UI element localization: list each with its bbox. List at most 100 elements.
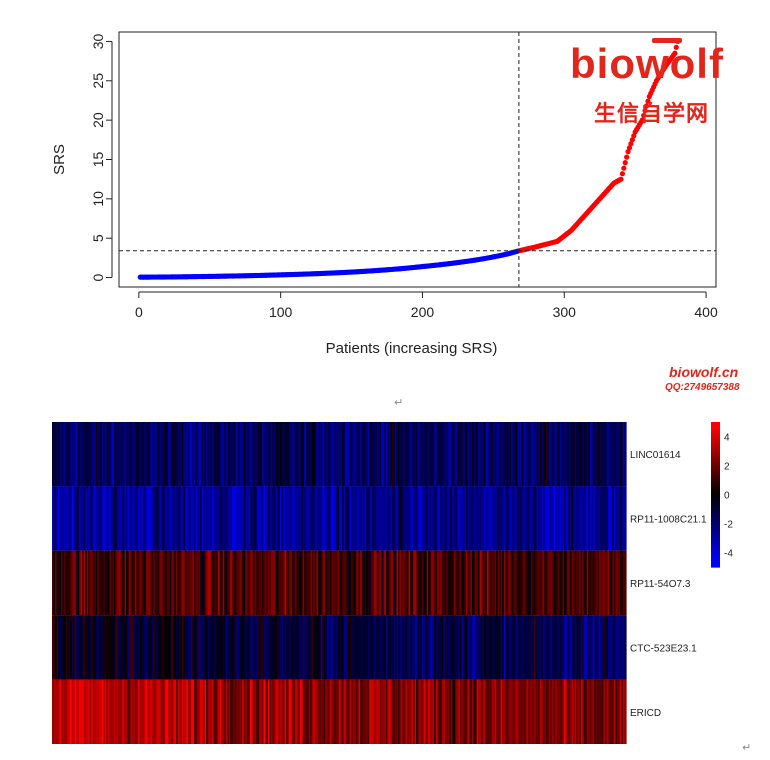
- heatmap-cell: [278, 679, 281, 744]
- heatmap-cell: [573, 486, 576, 551]
- heatmap-cell: [177, 486, 180, 551]
- heatmap-cell: [550, 422, 553, 487]
- heatmap-cell: [428, 550, 431, 616]
- heatmap-cell: [514, 422, 517, 487]
- heatmap-cell: [494, 615, 497, 680]
- heatmap-cell: [349, 486, 352, 551]
- heatmap-cell: [263, 422, 266, 487]
- heatmap-cell: [588, 486, 591, 551]
- heatmap-cell: [497, 615, 500, 680]
- heatmap-cell: [116, 679, 120, 744]
- heatmap-cell: [286, 550, 289, 616]
- heatmap-cell: [316, 486, 319, 551]
- heatmap-cell: [417, 615, 420, 680]
- heatmap-cell: [532, 679, 535, 744]
- heatmap-cell: [443, 615, 446, 680]
- heatmap-cell: [512, 550, 515, 616]
- heatmap-cell: [121, 679, 124, 744]
- heatmap-cell: [124, 615, 127, 680]
- heatmap-cell: [254, 615, 257, 680]
- heatmap-cell: [252, 486, 256, 551]
- heatmap-cell: [574, 615, 577, 680]
- heatmap-cell: [284, 422, 287, 487]
- heatmap-cell: [162, 679, 165, 744]
- heatmap-cell: [428, 615, 431, 680]
- heatmap-cell: [423, 550, 426, 616]
- heatmap-cell: [135, 550, 138, 616]
- heatmap-cell: [479, 422, 482, 487]
- heatmap-cell: [307, 486, 310, 551]
- heatmap-cell: [121, 615, 124, 680]
- heatmap-cell: [524, 486, 527, 551]
- heatmap-cell: [268, 550, 271, 616]
- heatmap-cell: [493, 679, 496, 744]
- heatmap-cell: [175, 486, 178, 551]
- heatmap-cell: [160, 486, 163, 551]
- heatmap-cell: [227, 679, 230, 744]
- heatmap-cell: [458, 679, 461, 744]
- heatmap-cell: [606, 679, 609, 744]
- heatmap-cell: [624, 486, 627, 551]
- heatmap-cell: [532, 550, 535, 616]
- heatmap-cell: [438, 486, 441, 551]
- heatmap-cell: [275, 550, 278, 616]
- heatmap-cell: [133, 486, 136, 551]
- heatmap-cell: [332, 550, 336, 616]
- heatmap-cell: [289, 615, 292, 680]
- heatmap-cell: [71, 422, 74, 487]
- heatmap-cell: [56, 486, 59, 551]
- heatmap-cell: [509, 615, 512, 680]
- heatmap-cell: [406, 422, 410, 487]
- heatmap-cell: [135, 615, 138, 680]
- heatmap-cell: [82, 550, 85, 616]
- heatmap-cell: [393, 615, 396, 680]
- heatmap-cell: [190, 679, 194, 744]
- heatmap-cell: [148, 615, 151, 680]
- legend-swatch: [711, 506, 720, 510]
- heatmap-cell: [621, 550, 624, 616]
- heatmap-cell: [222, 615, 225, 680]
- heatmap-cell: [343, 615, 346, 680]
- heatmap-cell: [257, 486, 260, 551]
- legend-swatch: [711, 533, 720, 537]
- heatmap-cell: [174, 550, 177, 616]
- heatmap-cell: [508, 679, 511, 744]
- heatmap-cell: [606, 615, 609, 680]
- heatmap-cell: [163, 615, 166, 680]
- heatmap-cell: [422, 486, 425, 551]
- heatmap-cell: [426, 422, 429, 487]
- heatmap-cell: [604, 422, 607, 487]
- heatmap-cell: [142, 615, 145, 680]
- heatmap-cell: [201, 679, 204, 744]
- heatmap-cell: [109, 486, 112, 551]
- heatmap-cell: [521, 679, 524, 744]
- heatmap-cell: [89, 615, 92, 680]
- heatmap-cell: [272, 615, 275, 680]
- heatmap-cell: [145, 615, 148, 680]
- heatmap-cell: [79, 422, 82, 487]
- heatmap-cell: [447, 550, 450, 616]
- heatmap-cell: [193, 486, 197, 551]
- heatmap-cell: [242, 550, 245, 616]
- heatmap-cell: [317, 486, 320, 551]
- legend-swatch: [711, 463, 720, 467]
- legend-swatch: [711, 446, 720, 450]
- heatmap-cell: [201, 486, 204, 551]
- heatmap-cell: [271, 679, 274, 744]
- heatmap-cell: [245, 615, 248, 680]
- heatmap-cell: [402, 486, 405, 551]
- heatmap-cell: [85, 422, 88, 487]
- heatmap-cell: [458, 422, 461, 487]
- heatmap-cell: [213, 615, 216, 680]
- heatmap-cell: [577, 679, 580, 744]
- heatmap-cell: [97, 615, 100, 680]
- heatmap-cell: [576, 486, 579, 551]
- heatmap-cell: [292, 615, 295, 680]
- heatmap-cell: [240, 679, 243, 744]
- heatmap-cell: [582, 550, 585, 616]
- heatmap-cell: [243, 486, 246, 551]
- heatmap-cell: [567, 550, 570, 616]
- heatmap-cell: [600, 422, 603, 487]
- heatmap-cell: [132, 615, 135, 680]
- heatmap-cell: [508, 422, 511, 487]
